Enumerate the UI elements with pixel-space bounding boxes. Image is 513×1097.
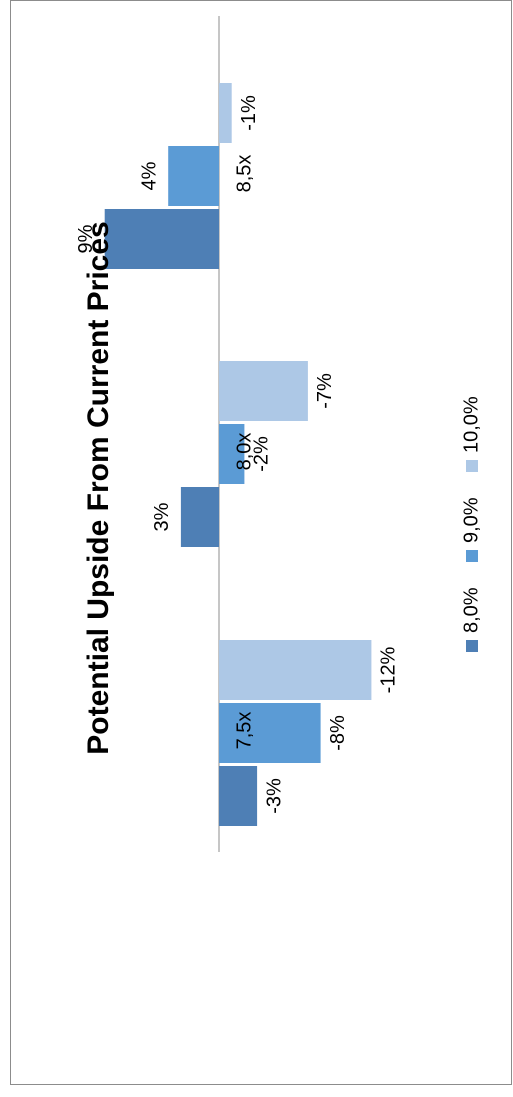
category-label-1: 8,0x — [233, 433, 255, 471]
bar-1-2 — [168, 146, 219, 206]
bar-2-0 — [219, 640, 372, 700]
legend-swatch-0 — [466, 640, 478, 652]
data-label-2-0: -12% — [378, 646, 400, 693]
legend-label-0: 8,0% — [460, 587, 482, 633]
category-label-0: 7,5x — [233, 712, 255, 750]
bar-2-1 — [219, 361, 308, 421]
bar-0-1 — [180, 487, 219, 547]
plot-area: -3% 3% 9% -8% -2% 4% -12% -7% -1% 7,5x 8,0x 8,5x — [75, 16, 400, 852]
data-label-1-2: 4% — [138, 161, 160, 190]
data-label-0-2: 9% — [75, 224, 97, 253]
data-label-0-0: -3% — [263, 778, 285, 814]
chart-border — [10, 0, 512, 1085]
bar-1-0 — [219, 703, 321, 763]
chart-title: Potential Upside From Current Prices — [82, 221, 115, 754]
legend-label-2: 10,0% — [460, 396, 482, 453]
legend-swatch-2 — [466, 460, 478, 472]
bar-0-2 — [104, 209, 219, 269]
data-label-1-1: -2% — [251, 436, 273, 472]
legend-label-1: 9,0% — [460, 497, 482, 543]
data-label-1-0: -8% — [327, 715, 349, 751]
bar-2-2 — [219, 83, 232, 143]
legend: 8,0% 9,0% 10,0% — [460, 396, 482, 652]
bar-1-1 — [219, 424, 245, 484]
data-label-2-1: -7% — [314, 373, 336, 409]
data-label-0-1: 3% — [151, 502, 173, 531]
bar-0-0 — [219, 766, 258, 826]
data-label-2-2: -1% — [238, 95, 260, 131]
category-label-2: 8,5x — [233, 155, 255, 193]
legend-swatch-1 — [466, 550, 478, 562]
